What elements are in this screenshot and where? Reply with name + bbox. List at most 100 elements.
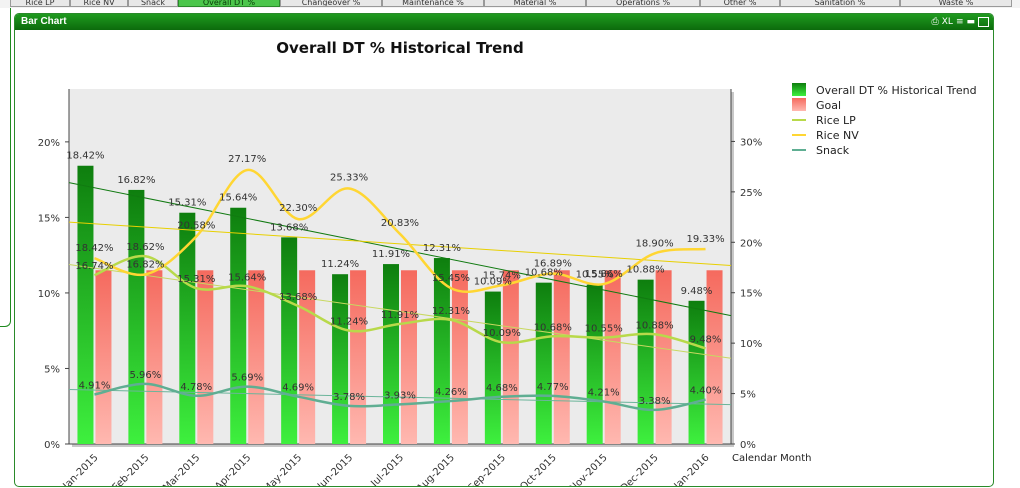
data-label-rice-lp: 15.64% xyxy=(228,272,266,283)
x-tick-label: Jan-2016 xyxy=(672,452,712,486)
chart-title: Overall DT % Historical Trend xyxy=(276,39,523,57)
bar-goal xyxy=(502,270,519,444)
data-label-snack: 4.68% xyxy=(486,383,518,394)
data-label-actual: 16.82% xyxy=(117,175,155,186)
data-label-actual: 11.24% xyxy=(321,259,359,270)
bar-actual xyxy=(535,282,552,444)
x-tick-label: Jun-2015 xyxy=(315,452,355,486)
legend-label: Overall DT % Historical Trend xyxy=(816,84,977,97)
line-rice-nv xyxy=(94,168,706,293)
data-label-rice-nv: 20.58% xyxy=(177,220,215,231)
bar-actual xyxy=(383,264,399,444)
top-tab-snack[interactable]: Snack xyxy=(128,0,178,7)
data-label-actual: 15.64% xyxy=(219,193,257,204)
data-label-rice-nv: 19.33% xyxy=(686,234,724,245)
trendline xyxy=(68,182,732,317)
data-label-rice-nv: 25.33% xyxy=(330,173,368,184)
top-tab-material[interactable]: Material % xyxy=(484,0,586,7)
x-axis-title: Calendar Month xyxy=(732,453,812,464)
right-tick-label: 20% xyxy=(740,238,762,249)
top-tab-operations[interactable]: Operations % xyxy=(586,0,700,7)
data-label-rice-lp: 10.09% xyxy=(483,328,521,339)
data-label-snack: 4.91% xyxy=(79,380,111,391)
bar-goal xyxy=(706,270,723,444)
data-label-rice-lp: 10.68% xyxy=(534,322,572,333)
top-tab-sanitation[interactable]: Sanitation % xyxy=(780,0,900,7)
left-tick-label: 5% xyxy=(44,364,60,375)
right-tick-label: 30% xyxy=(740,137,762,148)
bar-actual xyxy=(637,279,654,444)
top-tab-other[interactable]: Other % xyxy=(700,0,780,7)
window-title: Bar Chart xyxy=(21,16,67,27)
data-label-snack: 4.40% xyxy=(690,386,722,397)
bar-chart-window: Bar Chart ⎙ XL ≡ ▬ Overall DT % Historic… xyxy=(14,13,994,487)
data-label-rice-nv: 15.74% xyxy=(483,270,521,281)
data-label-actual: 10.68% xyxy=(525,268,563,279)
data-label-rice-nv: 16.82% xyxy=(126,259,164,270)
bar-actual xyxy=(179,212,196,444)
right-tick-label: 5% xyxy=(740,390,756,401)
top-tab-overall-dt[interactable]: Overall DT % xyxy=(178,0,280,7)
x-tick-label: Jul-2015 xyxy=(369,452,407,486)
data-label-rice-lp: 10.55% xyxy=(585,324,623,335)
x-tick-label: May-2015 xyxy=(261,452,304,486)
legend-label: Snack xyxy=(816,144,850,157)
window-titlebar: Bar Chart ⎙ XL ≡ ▬ xyxy=(15,14,993,30)
left-tick-label: 10% xyxy=(38,289,60,300)
data-label-snack: 3.78% xyxy=(333,392,365,403)
data-label-rice-lp: 9.48% xyxy=(690,334,722,345)
data-label-actual: 9.48% xyxy=(681,286,713,297)
data-label-actual: 10.55% xyxy=(576,270,614,281)
maximize-icon[interactable] xyxy=(978,17,989,27)
data-label-rice-lp: 11.24% xyxy=(330,317,368,328)
top-tab-waste[interactable]: Waste % xyxy=(900,0,1012,7)
bar-actual xyxy=(230,207,247,444)
data-label-rice-nv: 22.30% xyxy=(279,203,317,214)
data-label-rice-nv: 18.90% xyxy=(636,238,674,249)
data-label-actual: 10.88% xyxy=(627,265,665,276)
bar-actual xyxy=(688,300,705,444)
line-snack xyxy=(94,382,706,412)
data-label-rice-nv: 15.45% xyxy=(432,273,470,284)
data-label-snack: 5.96% xyxy=(129,370,161,381)
data-label-actual: 11.91% xyxy=(372,249,410,260)
print-icon[interactable]: ⎙ xyxy=(931,17,939,27)
data-label-rice-lp: 11.91% xyxy=(381,310,419,321)
legend-label: Rice LP xyxy=(816,114,856,127)
x-tick-label: Apr-2015 xyxy=(213,452,253,486)
bar-goal xyxy=(350,270,367,444)
data-label-rice-lp: 18.62% xyxy=(126,242,164,253)
bar-goal xyxy=(197,270,214,444)
x-tick-label: Mar-2015 xyxy=(161,452,202,486)
data-label-actual: 13.68% xyxy=(270,222,308,233)
top-tab-maintenance[interactable]: Maintenance % xyxy=(382,0,484,7)
trendline xyxy=(68,221,732,266)
data-label-rice-lp: 13.68% xyxy=(279,292,317,303)
data-label-rice-lp: 12.31% xyxy=(432,306,470,317)
window-controls: ⎙ XL ≡ ▬ xyxy=(932,15,989,29)
minimize-icon[interactable]: ▬ xyxy=(966,17,975,27)
line-rice-lp xyxy=(93,254,706,350)
bar-actual xyxy=(128,189,145,444)
x-tick-label: Jan-2015 xyxy=(61,452,101,486)
data-label-snack: 5.69% xyxy=(231,373,263,384)
data-label-actual: 12.31% xyxy=(423,243,461,254)
top-tab-rice-lp[interactable]: Rice LP xyxy=(10,0,70,7)
left-tick-label: 0% xyxy=(44,440,60,451)
top-tab-rice-nv[interactable]: Rice NV xyxy=(70,0,128,7)
x-tick-label: Dec-2015 xyxy=(619,452,661,486)
data-label-rice-lp: 16.74% xyxy=(75,261,113,272)
x-tick-label: Feb-2015 xyxy=(111,452,152,486)
data-label-rice-nv: 16.89% xyxy=(534,259,572,270)
xl-export-button[interactable]: XL xyxy=(941,17,953,27)
left-tick-label: 15% xyxy=(38,213,60,224)
data-label-rice-nv: 20.83% xyxy=(381,218,419,229)
data-label-actual: 18.42% xyxy=(66,151,104,162)
legend-swatch xyxy=(792,98,806,111)
x-tick-label: Nov-2015 xyxy=(568,452,610,486)
top-tab-changeover[interactable]: Changeover % xyxy=(280,0,382,7)
data-label-actual: 15.31% xyxy=(168,198,206,209)
trendline xyxy=(68,263,732,359)
menu-icon[interactable]: ≡ xyxy=(955,17,964,27)
data-label-actual: 10.09% xyxy=(474,277,512,288)
